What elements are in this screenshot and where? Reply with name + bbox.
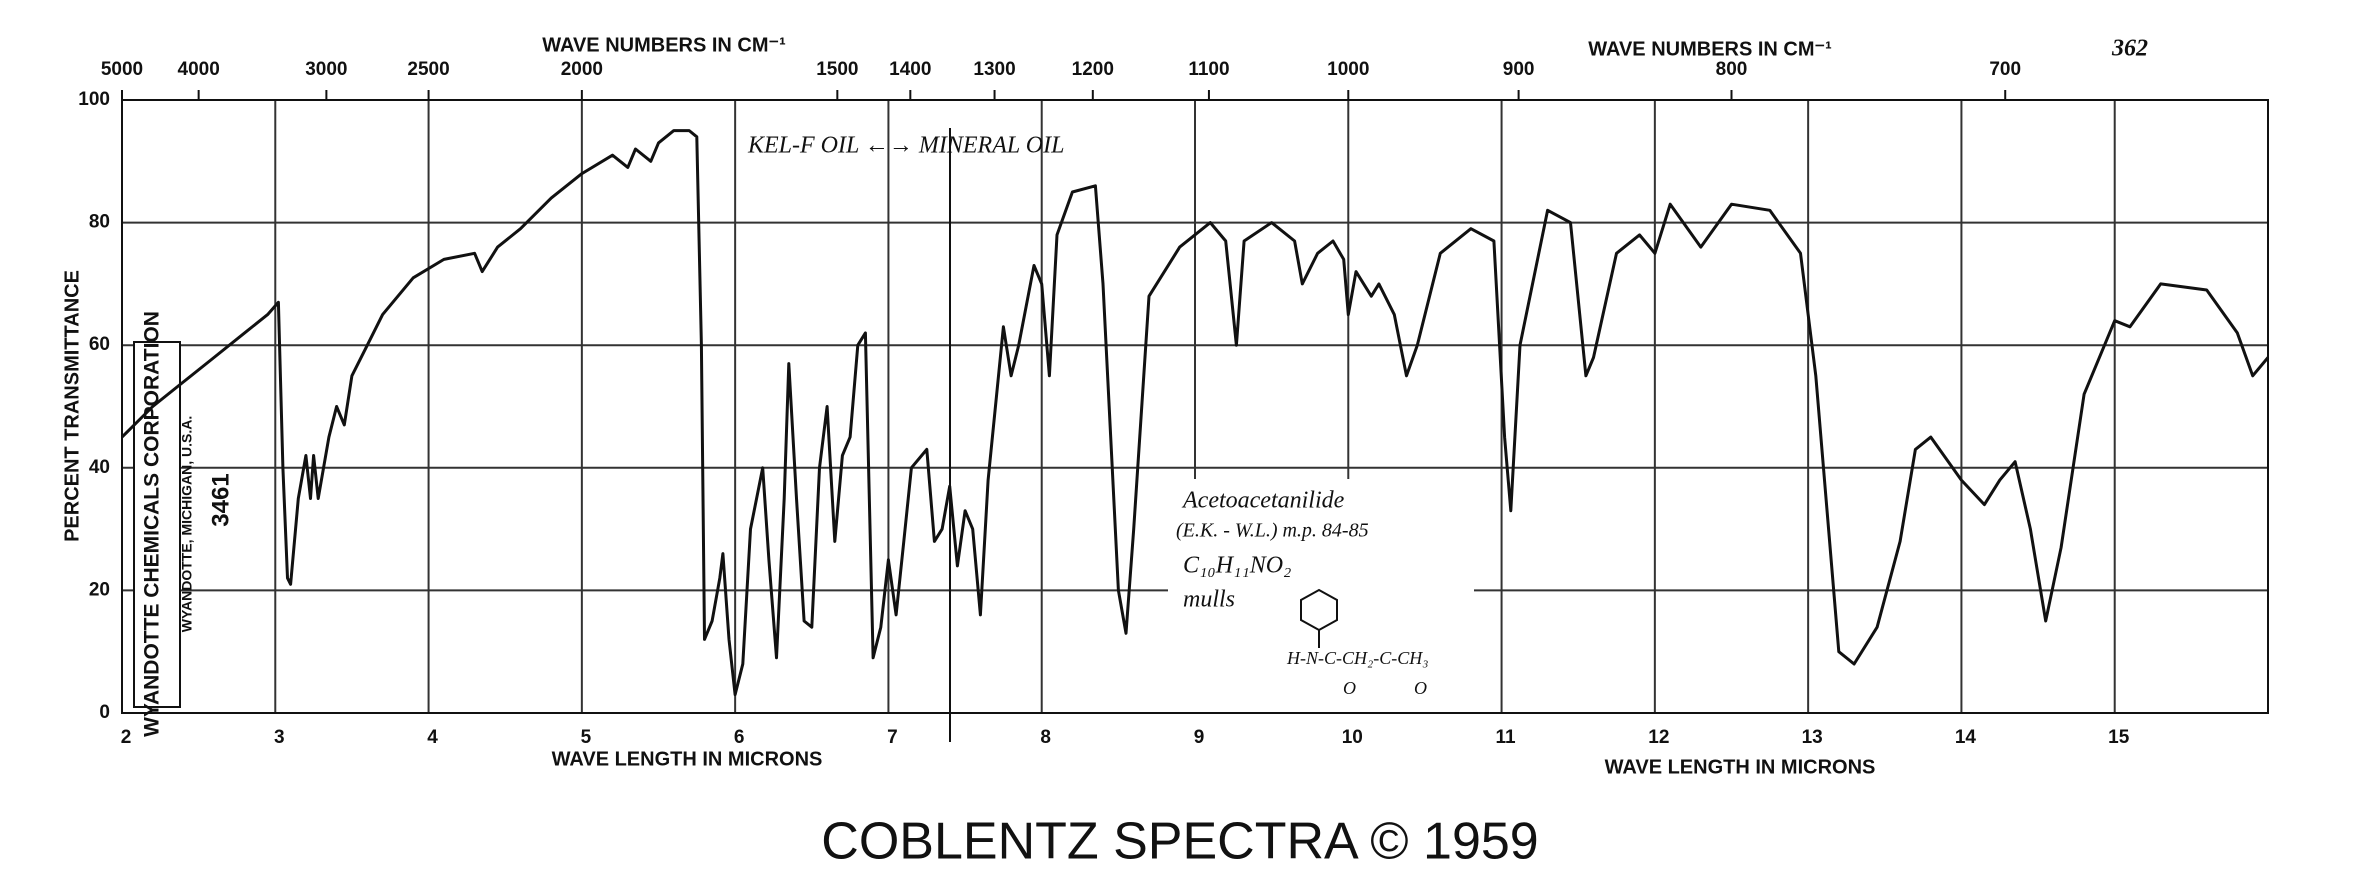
- x-tick-label: 12: [1648, 727, 1669, 748]
- source-mp: (E.K. - W.L.) m.p. 84-85: [1176, 520, 1369, 542]
- stamp-number: 3461: [207, 473, 234, 526]
- formula: C₁₀H₁₁NO₂: [1183, 553, 1291, 579]
- x2-tick-label: 1100: [1188, 59, 1229, 80]
- structure: H-N-C-CH₂-C-CH₃: [1286, 648, 1429, 668]
- x2-tick-label: 5000: [101, 59, 143, 80]
- x2-tick-label: 700: [1989, 59, 2021, 80]
- x-tick-label: 14: [1955, 727, 1977, 748]
- x2-tick-label: 1500: [816, 59, 858, 80]
- y-tick-label: 20: [89, 579, 110, 600]
- x-tick-label: 6: [734, 727, 745, 748]
- x2-axis-label: WAVE NUMBERS IN CM⁻¹: [1588, 38, 1832, 60]
- x2-tick-label: 900: [1503, 59, 1535, 80]
- x-tick-label: 8: [1040, 727, 1051, 748]
- x-tick-label: 11: [1496, 727, 1517, 748]
- x2-tick-label: 1300: [973, 59, 1015, 80]
- footer: COBLENTZ SPECTRA © 1959: [821, 813, 1538, 870]
- mull-note: KEL-F OIL ←→ MINERAL OIL: [747, 133, 1064, 159]
- x2-tick-label: 4000: [178, 59, 220, 80]
- x-tick-label: 15: [2108, 727, 2130, 748]
- y-tick-label: 80: [89, 212, 110, 233]
- x2-tick-label: 1400: [889, 59, 931, 80]
- note-box: [1168, 479, 1474, 712]
- x2-tick-label: 3000: [305, 59, 347, 80]
- x-tick-label: 5: [581, 727, 592, 748]
- x2-tick-label: 2500: [407, 59, 449, 80]
- x-axis-label: WAVE LENGTH IN MICRONS: [552, 748, 823, 770]
- x-tick-label: 2: [121, 727, 132, 748]
- y-axis-label: PERCENT TRANSMITTANCE: [61, 270, 83, 542]
- x2-tick-label: 800: [1716, 59, 1748, 80]
- x-tick-label: 13: [1802, 727, 1823, 748]
- y-tick-label: 0: [99, 702, 110, 723]
- x-tick-label: 3: [274, 727, 285, 748]
- y-tick-label: 100: [78, 89, 110, 110]
- stamp-company: WYANDOTTE CHEMICALS CORPORATION: [141, 311, 164, 737]
- x-axis-label: WAVE LENGTH IN MICRONS: [1605, 756, 1876, 778]
- curve-layer: [120, 129, 2270, 697]
- oxygen: O: [1343, 678, 1356, 698]
- page-number: 362: [2111, 36, 2148, 62]
- x2-tick-label: 1000: [1327, 59, 1369, 80]
- x2-tick-label: 1200: [1072, 59, 1114, 80]
- oxygen: O: [1414, 678, 1427, 698]
- compound-name: Acetoacetanilide: [1181, 488, 1345, 514]
- spectrum-line: [120, 129, 2270, 697]
- x-tick-label: 7: [887, 727, 898, 748]
- x-tick-label: 9: [1194, 727, 1205, 748]
- x2-tick-label: 2000: [561, 59, 603, 80]
- y-tick-label: 40: [89, 457, 110, 478]
- plot-frame: [121, 99, 2269, 714]
- x2-axis-label: WAVE NUMBERS IN CM⁻¹: [542, 34, 786, 56]
- x-tick-label: 4: [427, 727, 438, 748]
- stamp-location: WYANDOTTE, MICHIGAN, U.S.A.: [179, 416, 195, 633]
- y-tick-label: 60: [89, 334, 110, 355]
- label-layer: 0 20 40 60 80 100 2 3 4 5 6 7 8 9 10 11 12 13 14 15 5000 4000…: [78, 59, 2129, 748]
- x-tick-label: 10: [1342, 727, 1363, 748]
- sample-type: mulls: [1183, 587, 1235, 613]
